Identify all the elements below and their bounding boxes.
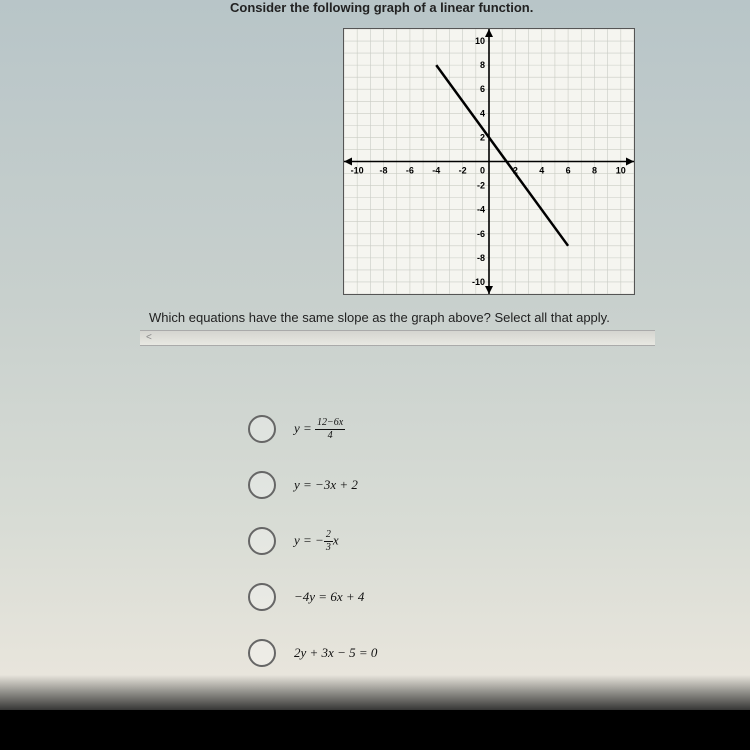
svg-text:-2: -2 [477,181,485,191]
option-5[interactable]: 2y + 3x − 5 = 0 [248,639,377,667]
svg-text:2: 2 [480,132,485,142]
svg-text:-4: -4 [432,166,440,176]
svg-text:6: 6 [566,166,571,176]
svg-text:-6: -6 [477,229,485,239]
svg-text:10: 10 [616,166,626,176]
option-equation-4: −4y = 6x + 4 [294,589,364,605]
svg-text:0: 0 [480,166,485,176]
option-4[interactable]: −4y = 6x + 4 [248,583,377,611]
svg-text:-8: -8 [477,253,485,263]
svg-text:10: 10 [475,36,485,46]
radio-2[interactable] [248,471,276,499]
option-equation-1: y = 12−6x4 [294,418,345,441]
svg-text:-10: -10 [351,166,364,176]
worksheet-page: Consider the following graph of a linear… [70,0,690,702]
prompt-text-1: Consider the following graph of a linear… [230,0,533,15]
svg-text:4: 4 [539,166,544,176]
svg-text:-4: -4 [477,205,485,215]
option-3[interactable]: y = −23x [248,527,377,555]
divider-bar: < [140,330,655,346]
svg-text:4: 4 [480,108,485,118]
option-2[interactable]: y = −3x + 2 [248,471,377,499]
radio-4[interactable] [248,583,276,611]
prompt-text-2: Which equations have the same slope as t… [149,310,610,325]
option-equation-3: y = −23x [294,530,339,553]
svg-text:-10: -10 [472,277,485,287]
svg-text:-8: -8 [380,166,388,176]
screen-bottom-bezel [0,710,750,750]
svg-text:8: 8 [480,60,485,70]
graph-svg: -10-8-6-4-2246810-10-8-6-4-22468100 [344,29,634,294]
radio-5[interactable] [248,639,276,667]
svg-text:6: 6 [480,84,485,94]
svg-text:-2: -2 [459,166,467,176]
options-list: y = 12−6x4 y = −3x + 2 y = −23x −4y = 6x + … [248,415,377,695]
svg-text:8: 8 [592,166,597,176]
svg-text:-6: -6 [406,166,414,176]
radio-1[interactable] [248,415,276,443]
option-equation-5: 2y + 3x − 5 = 0 [294,645,377,661]
radio-3[interactable] [248,527,276,555]
option-1[interactable]: y = 12−6x4 [248,415,377,443]
linear-graph: -10-8-6-4-2246810-10-8-6-4-22468100 [343,28,635,295]
option-equation-2: y = −3x + 2 [294,477,358,493]
